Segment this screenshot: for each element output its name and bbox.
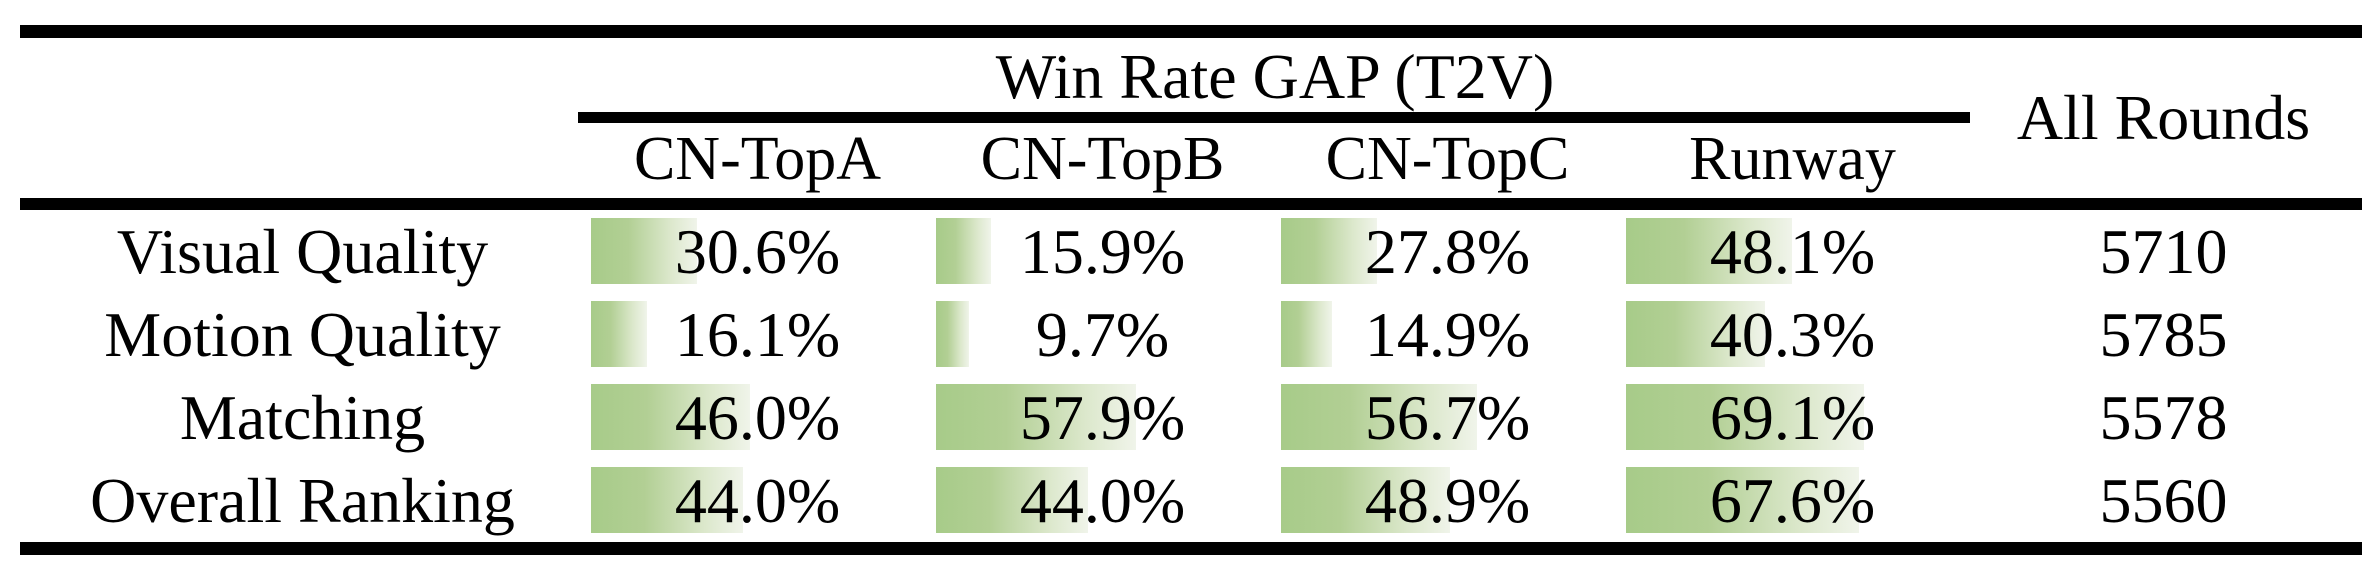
win-rate-cell: 46.0% — [585, 376, 930, 459]
win-rate-cell: 67.6% — [1620, 459, 1965, 542]
win-rate-bar — [591, 384, 750, 450]
win-rate-bar — [936, 218, 991, 284]
win-rate-cell: 14.9% — [1275, 293, 1620, 376]
win-rate-value: 48.1% — [1709, 216, 1876, 287]
win-rate-bar — [591, 218, 697, 284]
win-rate-cell: 69.1% — [1620, 376, 1965, 459]
win-rate-value: 30.6% — [674, 216, 841, 287]
column-header-cn-topc: CN-TopC — [1325, 125, 1570, 193]
win-rate-cell: 9.7% — [930, 293, 1275, 376]
win-rate-bar — [1281, 218, 1377, 284]
column-header-cn-topa: CN-TopA — [633, 125, 882, 193]
win-rate-bar — [1281, 467, 1450, 533]
win-rate-value: 44.0% — [1019, 465, 1186, 536]
win-rate-cell: 44.0% — [585, 459, 930, 542]
all-rounds-value: 5785 — [2099, 299, 2228, 370]
win-rate-bar — [591, 301, 647, 367]
row-label: Motion Quality — [104, 299, 501, 370]
row-label: Matching — [179, 382, 426, 453]
group-header-title: Win Rate GAP (T2V) — [995, 41, 1555, 112]
table-row-visual-quality: Visual Quality 30.6% 15.9% 27.8% 48.1% 5… — [20, 210, 2362, 293]
all-rounds-value: 5710 — [2099, 216, 2228, 287]
column-header-row: CN-TopA CN-TopB CN-TopC Runway — [585, 123, 1965, 198]
win-rate-bar — [936, 301, 970, 367]
win-rate-cell: 30.6% — [585, 210, 930, 293]
win-rate-value: 48.9% — [1364, 465, 1531, 536]
all-rounds-value: 5560 — [2099, 465, 2228, 536]
row-label: Visual Quality — [116, 216, 489, 287]
win-rate-value: 67.6% — [1709, 465, 1876, 536]
column-header-runway: Runway — [1689, 125, 1896, 193]
win-rate-cell: 15.9% — [930, 210, 1275, 293]
win-rate-bar — [591, 467, 743, 533]
win-rate-bar — [936, 384, 1136, 450]
win-rate-bar — [1626, 301, 1766, 367]
row-label: Overall Ranking — [90, 465, 515, 536]
win-rate-bar — [1281, 301, 1333, 367]
win-rate-cell: 48.9% — [1275, 459, 1620, 542]
win-rate-cell: 44.0% — [930, 459, 1275, 542]
win-rate-bar — [1281, 384, 1477, 450]
header-separator-rule — [20, 198, 2362, 210]
group-header-underline — [578, 112, 1970, 123]
table-row-motion-quality: Motion Quality 16.1% 9.7% 14.9% 40.3% 57… — [20, 293, 2362, 376]
win-rate-value: 27.8% — [1364, 216, 1531, 287]
win-rate-value: 40.3% — [1709, 299, 1876, 370]
win-rate-bar — [1626, 384, 1865, 450]
win-rate-bar — [1626, 467, 1860, 533]
all-rounds-value: 5578 — [2099, 382, 2228, 453]
win-rate-cell: 27.8% — [1275, 210, 1620, 293]
win-rate-value: 14.9% — [1364, 299, 1531, 370]
win-rate-cell: 57.9% — [930, 376, 1275, 459]
win-rate-value: 15.9% — [1019, 216, 1186, 287]
win-rate-cell: 56.7% — [1275, 376, 1620, 459]
win-rate-bar — [1626, 218, 1792, 284]
table-row-matching: Matching 46.0% 57.9% 56.7% 69.1% 5578 — [20, 376, 2362, 459]
win-rate-bar — [936, 467, 1088, 533]
column-header-cn-topb: CN-TopB — [980, 125, 1225, 193]
win-rate-value: 44.0% — [674, 465, 841, 536]
win-rate-value: 9.7% — [1035, 299, 1170, 370]
win-rate-cell: 48.1% — [1620, 210, 1965, 293]
win-rate-value: 46.0% — [674, 382, 841, 453]
win-rate-value: 16.1% — [674, 299, 841, 370]
win-rate-value: 56.7% — [1364, 382, 1531, 453]
all-rounds-header: All Rounds — [2016, 82, 2311, 153]
win-rate-cell: 40.3% — [1620, 293, 1965, 376]
top-rule — [20, 25, 2362, 38]
table-row-overall-ranking: Overall Ranking 44.0% 44.0% 48.9% 67.6% … — [20, 459, 2362, 542]
win-rate-cell: 16.1% — [585, 293, 930, 376]
win-rate-value: 69.1% — [1709, 382, 1876, 453]
win-rate-value: 57.9% — [1019, 382, 1186, 453]
bottom-rule — [20, 542, 2362, 555]
